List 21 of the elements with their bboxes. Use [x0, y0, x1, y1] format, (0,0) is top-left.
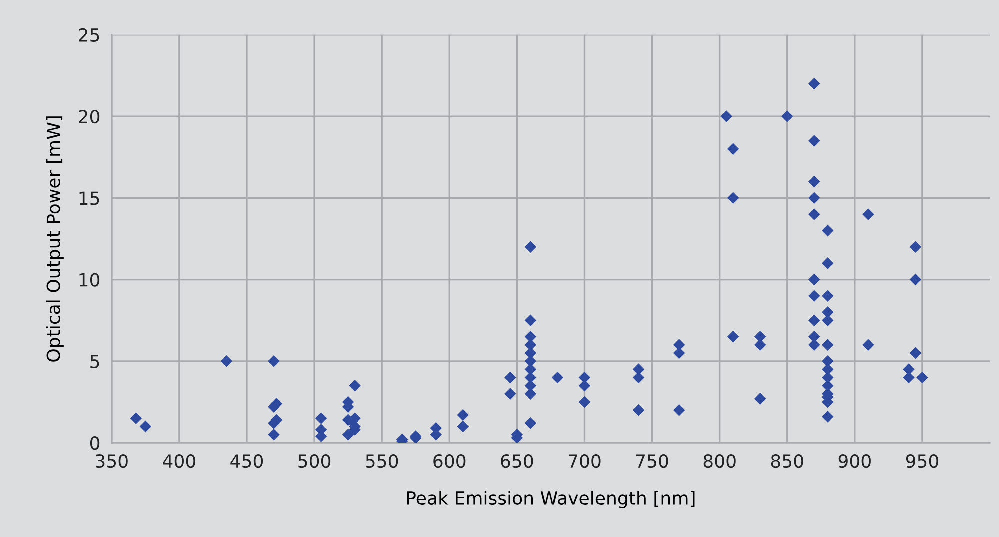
y-axis-title: Optical Output Power [mW]: [46, 116, 64, 362]
y-tick-label: 0: [90, 436, 100, 450]
x-tick-label: 350: [96, 454, 128, 468]
x-tick-label: 600: [434, 454, 466, 468]
x-tick-label: 450: [230, 454, 264, 468]
x-axis-title: Peak Emission Wavelength [nm]: [407, 491, 695, 509]
y-tick-label: 20: [79, 110, 100, 124]
x-tick-label: 950: [906, 454, 938, 468]
x-tick-label: 900: [838, 454, 871, 468]
x-tick-label: 550: [366, 454, 398, 468]
y-tick-label: 5: [90, 355, 100, 369]
x-tick-label: 750: [636, 454, 668, 468]
x-tick-label: 650: [501, 454, 534, 468]
y-tick-label: 10: [80, 273, 100, 287]
x-tick-label: 850: [771, 454, 804, 468]
x-tick-label: 400: [163, 454, 196, 468]
y-tick-label: 25: [79, 28, 100, 42]
x-tick-label: 500: [298, 454, 331, 468]
x-tick-label: 700: [568, 454, 601, 468]
y-tick-label: 15: [80, 192, 100, 206]
x-tick-label: 800: [704, 454, 736, 468]
